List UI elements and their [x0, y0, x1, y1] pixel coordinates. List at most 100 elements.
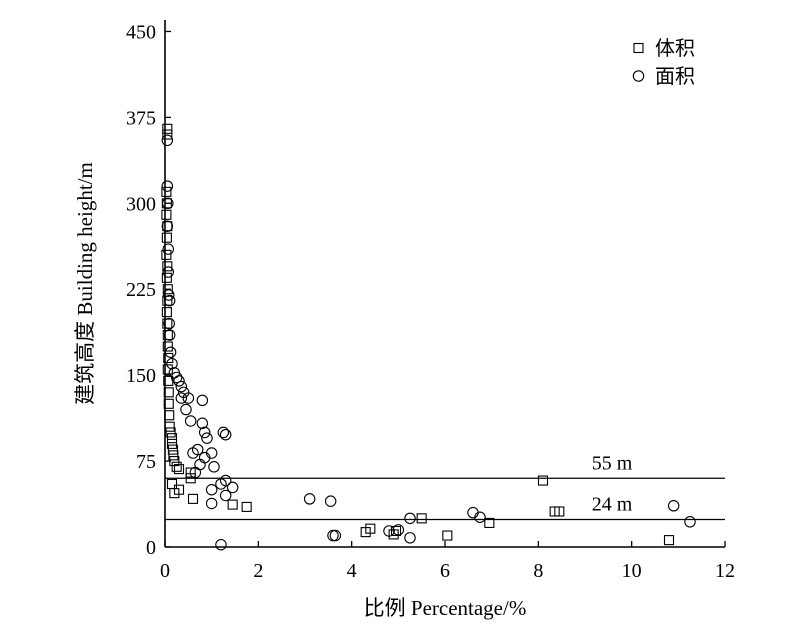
square-point — [163, 398, 174, 409]
circle-point — [163, 329, 176, 341]
square-point — [161, 209, 172, 220]
square-point — [390, 525, 402, 537]
circle-point — [161, 220, 174, 232]
square-point — [164, 421, 175, 432]
circle-point — [161, 134, 174, 147]
square-point — [161, 186, 172, 197]
square-point — [166, 433, 178, 444]
square-point — [365, 523, 376, 534]
square-point — [185, 467, 196, 478]
x-tick-label: 8 — [533, 560, 543, 582]
square-point — [162, 261, 173, 272]
square-point — [164, 410, 175, 421]
x-tick-label: 12 — [715, 560, 735, 582]
square-point — [484, 517, 495, 528]
circle-point — [219, 428, 232, 441]
square-point — [554, 506, 565, 517]
square-point — [165, 427, 176, 438]
circle-point — [215, 538, 227, 551]
square-point — [161, 272, 172, 283]
square-point — [227, 499, 238, 510]
circle-point — [198, 426, 211, 439]
y-tick-label: 150 — [126, 365, 156, 387]
y-tick-label: 225 — [126, 279, 156, 301]
circle-point — [327, 529, 339, 542]
circle-point — [196, 417, 209, 430]
reference-line-label: 24 m — [592, 494, 633, 516]
square-point — [537, 475, 549, 486]
circle-point — [329, 529, 342, 542]
circle-point — [182, 392, 195, 404]
circle-point — [208, 461, 220, 473]
square-point — [162, 123, 173, 134]
circle-point — [201, 432, 213, 444]
circle-point — [205, 497, 218, 510]
circle-point — [184, 415, 197, 427]
circle-point — [392, 524, 405, 536]
legend-square-marker — [633, 42, 644, 54]
circle-point — [189, 466, 202, 479]
circle-point — [175, 392, 188, 404]
circle-point — [303, 493, 316, 505]
square-point — [442, 530, 453, 541]
reference-line-label: 55 m — [592, 452, 633, 474]
y-tick-label: 450 — [126, 21, 156, 43]
circle-point — [180, 403, 192, 416]
square-point — [241, 501, 252, 512]
square-point — [171, 461, 182, 472]
circle-point — [226, 481, 239, 494]
circle-point — [324, 495, 337, 507]
square-point — [166, 438, 178, 449]
circle-point — [163, 294, 176, 307]
square-point — [168, 450, 179, 461]
reference-lines: 55 m 24 m — [165, 452, 725, 521]
legend-circle-marker — [632, 70, 645, 82]
square-point — [161, 307, 172, 318]
y-tick-label: 375 — [126, 107, 156, 129]
x-tick-label: 6 — [440, 560, 450, 582]
y-axis-title: 建筑高度 Building height/m — [73, 162, 97, 405]
circle-point — [187, 447, 199, 459]
circle-point — [175, 380, 188, 393]
circle-point — [170, 371, 183, 384]
x-tick-label: 0 — [160, 560, 170, 582]
circle-point — [162, 243, 175, 255]
circle-point — [173, 375, 185, 387]
circle-point — [162, 197, 174, 210]
circle-point — [162, 266, 175, 278]
square-point — [162, 221, 173, 232]
square-point — [169, 488, 180, 499]
x-tick-label: 4 — [347, 560, 357, 582]
circle-point — [163, 317, 175, 330]
data-points — [161, 123, 696, 551]
x-tick-label: 2 — [253, 560, 263, 582]
square-point — [187, 493, 199, 504]
square-point — [663, 535, 675, 546]
y-tick-label: 300 — [126, 193, 156, 215]
square-point — [166, 478, 178, 490]
square-point — [162, 341, 173, 352]
circle-point — [205, 483, 218, 496]
circle-point — [684, 516, 696, 528]
square-point — [173, 464, 185, 475]
circle-point — [383, 525, 395, 537]
square-point — [162, 284, 173, 295]
square-point — [162, 129, 173, 140]
circle-point — [404, 512, 416, 525]
circle-point — [404, 532, 416, 544]
square-point — [163, 387, 174, 398]
axes: 0 75 150 225 300 375 450 0 2 4 6 8 10 12 比例 Percentage… — [73, 20, 735, 620]
y-tick-label: 0 — [146, 537, 156, 559]
square-point — [167, 444, 178, 455]
square-point — [163, 352, 174, 364]
y-tick-label: 75 — [136, 451, 156, 473]
legend-label: 体积 — [655, 37, 695, 60]
x-tick-label: 10 — [622, 560, 642, 582]
circle-point — [667, 500, 680, 512]
circle-point — [161, 180, 174, 192]
square-point — [161, 232, 172, 243]
square-point — [161, 249, 172, 260]
circle-point — [474, 511, 486, 523]
circle-point — [215, 478, 227, 490]
